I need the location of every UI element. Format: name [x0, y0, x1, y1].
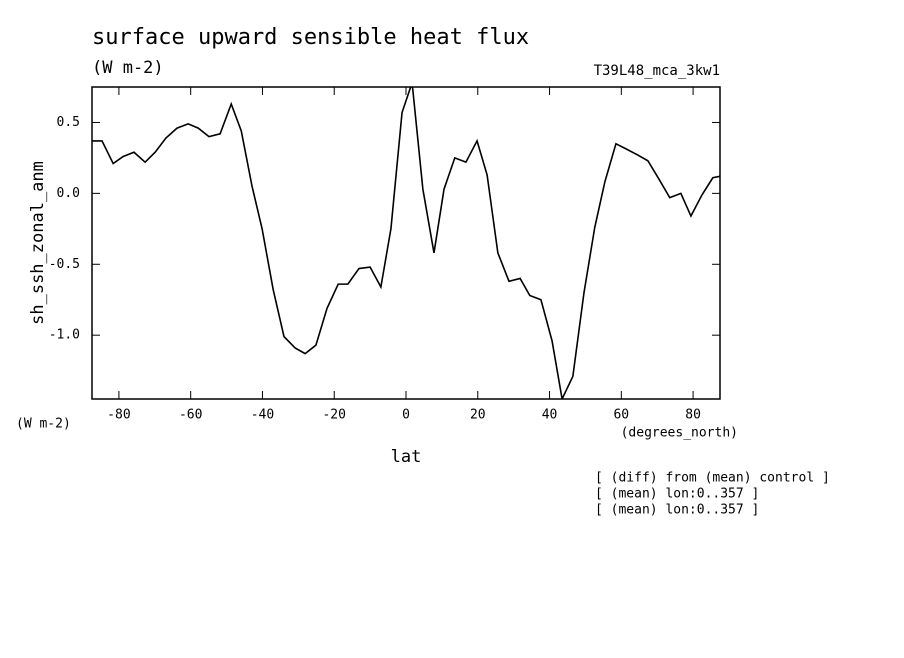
y-tick-label: -0.5 [49, 257, 80, 272]
x-tick-label: -40 [251, 408, 274, 423]
note: [ (mean) lon:0..357 ] [595, 503, 759, 518]
y-units: (W m-2) [16, 417, 71, 432]
x-tick-label: 60 [613, 408, 629, 423]
y-tick-label: 0.5 [57, 115, 80, 130]
x-units: (degrees_north) [621, 426, 738, 441]
x-tick-label: 20 [470, 408, 486, 423]
x-tick-label: -80 [107, 408, 130, 423]
x-tick-label: 0 [402, 408, 410, 423]
y-axis-label: sh_ssh_zonal_anm [28, 161, 48, 325]
y-tick-label: 0.0 [57, 186, 80, 201]
note: [ (mean) lon:0..357 ] [595, 487, 759, 502]
x-tick-label: -60 [179, 408, 202, 423]
subtitle: (W m-2) [92, 58, 164, 78]
x-tick-label: 80 [685, 408, 701, 423]
note: [ (diff) from (mean) control ] [595, 471, 830, 486]
x-tick-label: -20 [322, 408, 345, 423]
dataset-label: T39L48_mca_3kw1 [594, 63, 720, 79]
x-tick-label: 40 [542, 408, 558, 423]
y-tick-label: -1.0 [49, 328, 80, 343]
plot-frame [91, 86, 721, 400]
chart-title: surface upward sensible heat flux [92, 25, 529, 50]
data-line [92, 87, 720, 399]
x-axis-label: lat [391, 447, 422, 467]
